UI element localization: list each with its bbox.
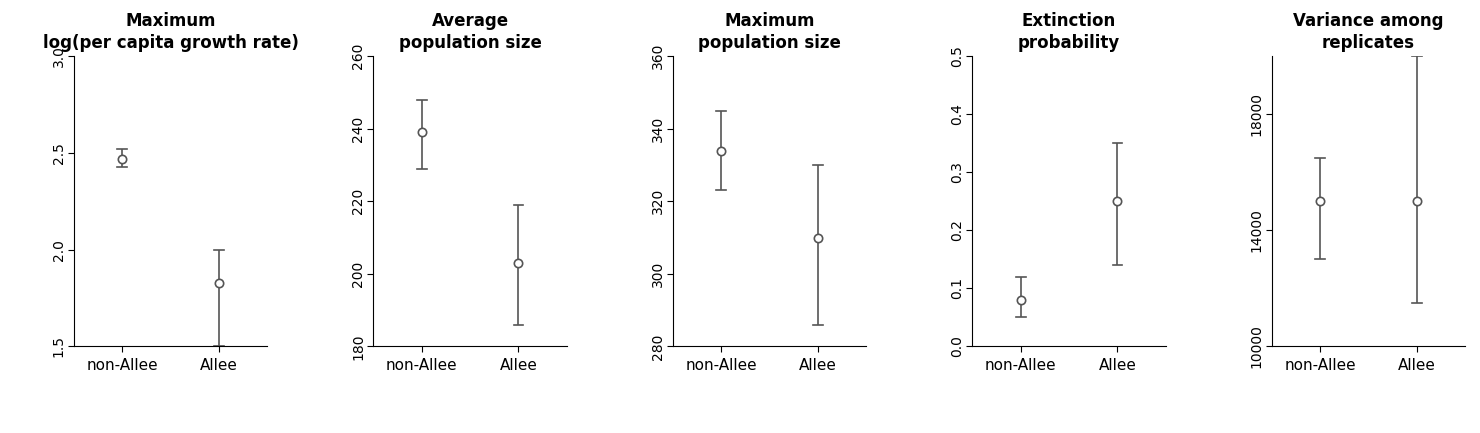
- Title: Extinction
probability: Extinction probability: [1018, 12, 1120, 52]
- Title: Average
population size: Average population size: [398, 12, 542, 52]
- Title: Maximum
population size: Maximum population size: [699, 12, 841, 52]
- Title: Variance among
replicates: Variance among replicates: [1294, 12, 1444, 52]
- Title: Maximum
log(per capita growth rate): Maximum log(per capita growth rate): [43, 12, 299, 52]
